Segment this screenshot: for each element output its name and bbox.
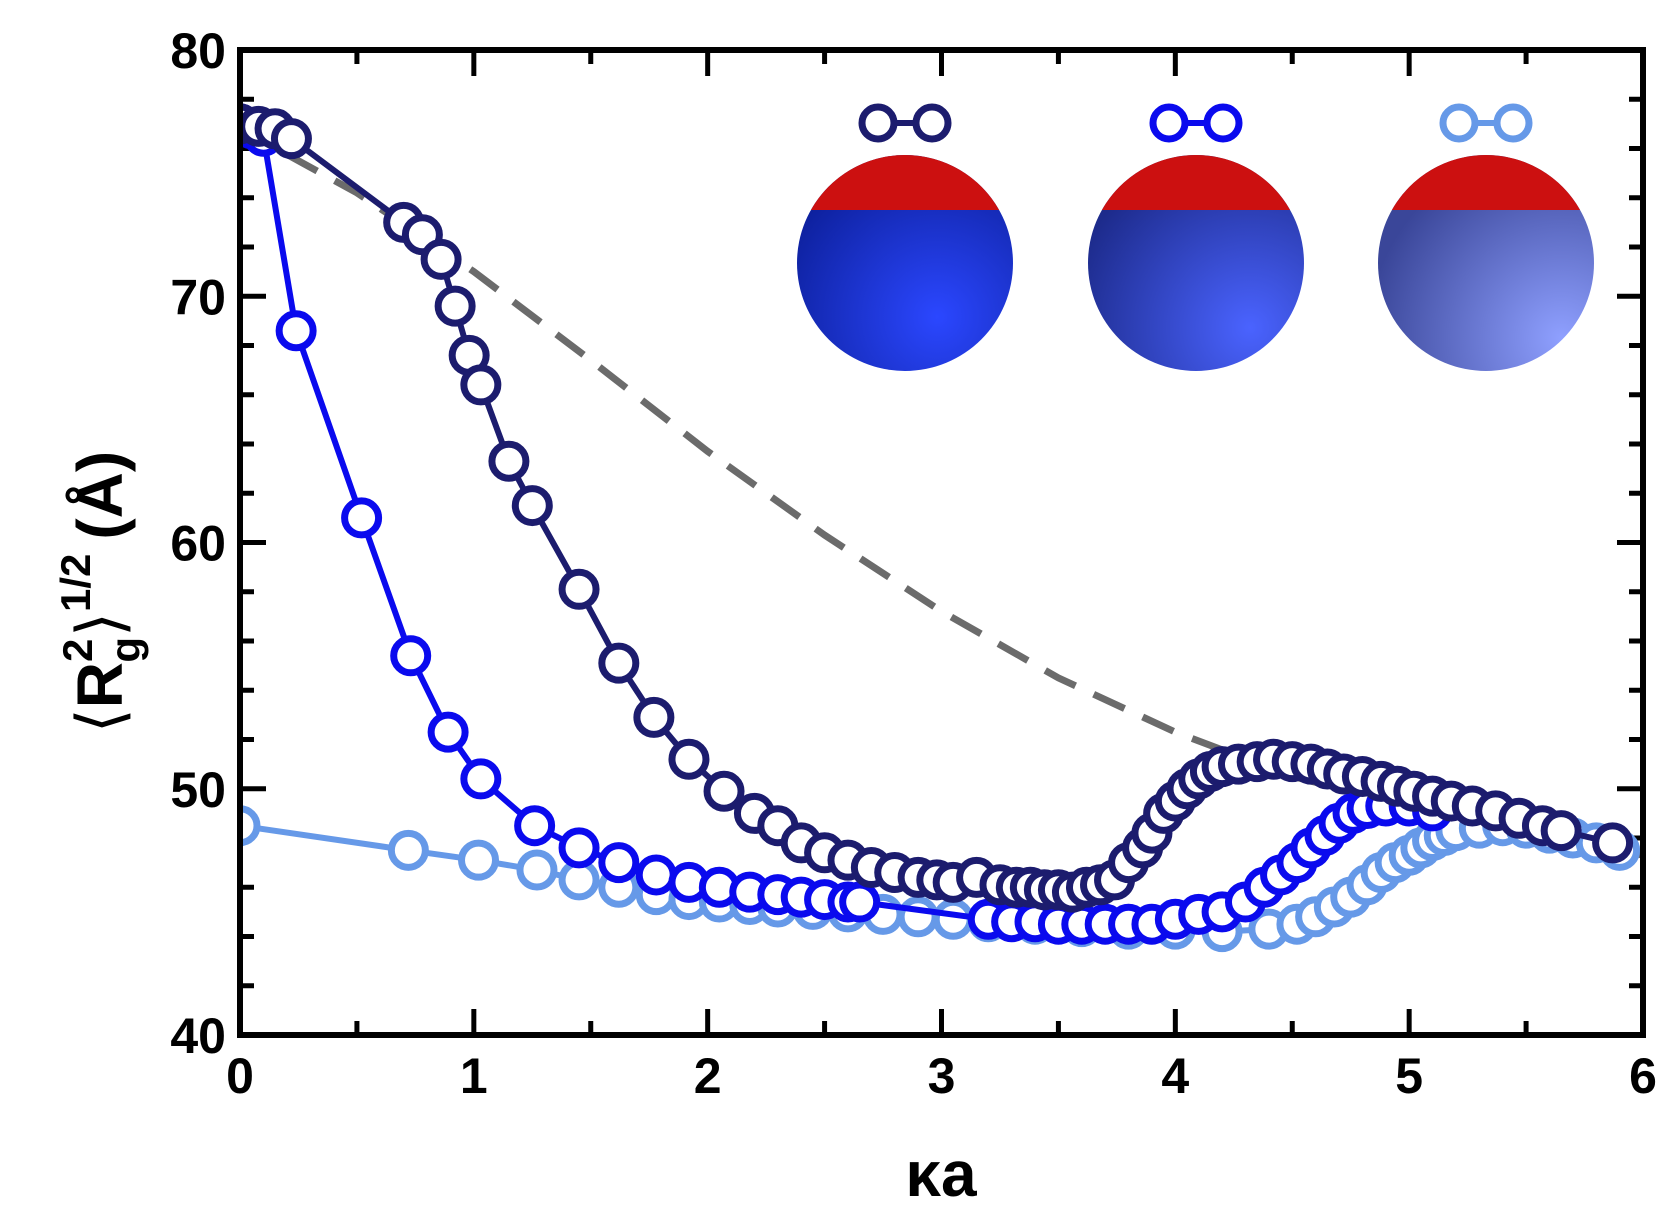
x-tick-label: 6: [1629, 1048, 1657, 1104]
series-2-point: [458, 839, 500, 881]
y-tick-label: 40: [170, 1008, 226, 1064]
x-tick-label: 4: [1161, 1048, 1189, 1104]
y-label-left-bracket: ⟨: [64, 708, 136, 733]
series-0-point: [511, 485, 553, 527]
x-axis-label: κa: [905, 1138, 977, 1210]
y-tick-label: 50: [170, 762, 226, 818]
legend-sphere-cap: [1391, 155, 1581, 210]
x-tick-label: 2: [694, 1048, 722, 1104]
x-tick-label: 1: [460, 1048, 488, 1104]
legend-marker-right: [1493, 103, 1533, 143]
series-0-point: [668, 738, 710, 780]
series-1-point: [558, 827, 600, 869]
x-tick-label: 3: [928, 1048, 956, 1104]
legend-marker-right: [1203, 103, 1243, 143]
legend-marker-left: [1149, 103, 1189, 143]
series-1-point: [514, 805, 556, 847]
y-tick-label: 70: [170, 269, 226, 325]
legend-marker-right: [912, 103, 952, 143]
series-0-point: [633, 696, 675, 738]
series-1-point: [390, 635, 432, 677]
series-1-point: [341, 497, 383, 539]
series-layer: [240, 103, 1643, 953]
series-2-point: [932, 898, 974, 940]
legend-sphere-cap: [1101, 155, 1291, 210]
legend-sphere-cap: [810, 154, 1000, 210]
y-label-superscript: 2: [54, 639, 101, 662]
legend-marker-left: [858, 103, 898, 143]
series-0-point: [1592, 822, 1634, 864]
legend-item-1: [1088, 103, 1304, 371]
series-1-point: [839, 881, 881, 923]
series-0-point: [270, 118, 312, 160]
y-tick-label: 80: [170, 23, 226, 79]
series-1-point: [635, 854, 677, 896]
series-2-point: [387, 829, 429, 871]
series-0: [240, 103, 1634, 913]
series-0-point: [488, 440, 530, 482]
y-label-right-bracket: ⟩: [64, 612, 136, 637]
series-0-point: [434, 285, 476, 327]
legend-item-0: [797, 103, 1013, 371]
series-2-point: [240, 805, 261, 847]
legend-item-2: [1378, 103, 1594, 371]
x-tick-label: 5: [1395, 1048, 1423, 1104]
series-0-point: [460, 364, 502, 406]
series-1-point: [460, 758, 502, 800]
y-label-power: 1/2: [52, 554, 99, 612]
y-label-subscript: g: [102, 637, 149, 663]
x-tick-label: 0: [226, 1048, 254, 1104]
plot-frame: [237, 47, 1646, 1038]
series-1-point: [427, 711, 469, 753]
y-tick-label: 60: [170, 516, 226, 572]
series-1-point: [275, 310, 317, 352]
series-1-point: [598, 842, 640, 884]
series-2-point: [897, 896, 939, 938]
y-axis-label: ⟨R2g⟩1/2 (Å): [52, 451, 149, 733]
y-label-base: R: [64, 662, 136, 708]
legend-icons: [797, 103, 1594, 371]
tick-labels: 0 1 2 3 4 5 6 40 50 60 70 80: [170, 23, 1657, 1104]
series-2-point: [516, 849, 558, 891]
series-0-point: [1540, 810, 1582, 852]
series-0-point: [420, 238, 462, 280]
series-0-point: [558, 568, 600, 610]
y-label-unit: (Å): [64, 451, 136, 540]
series-0-point: [598, 642, 640, 684]
series-0-point: [703, 770, 745, 812]
svg-text:⟨R2g⟩1/2(Å): ⟨R2g⟩1/2 (Å): [52, 451, 149, 733]
legend-marker-left: [1439, 103, 1479, 143]
